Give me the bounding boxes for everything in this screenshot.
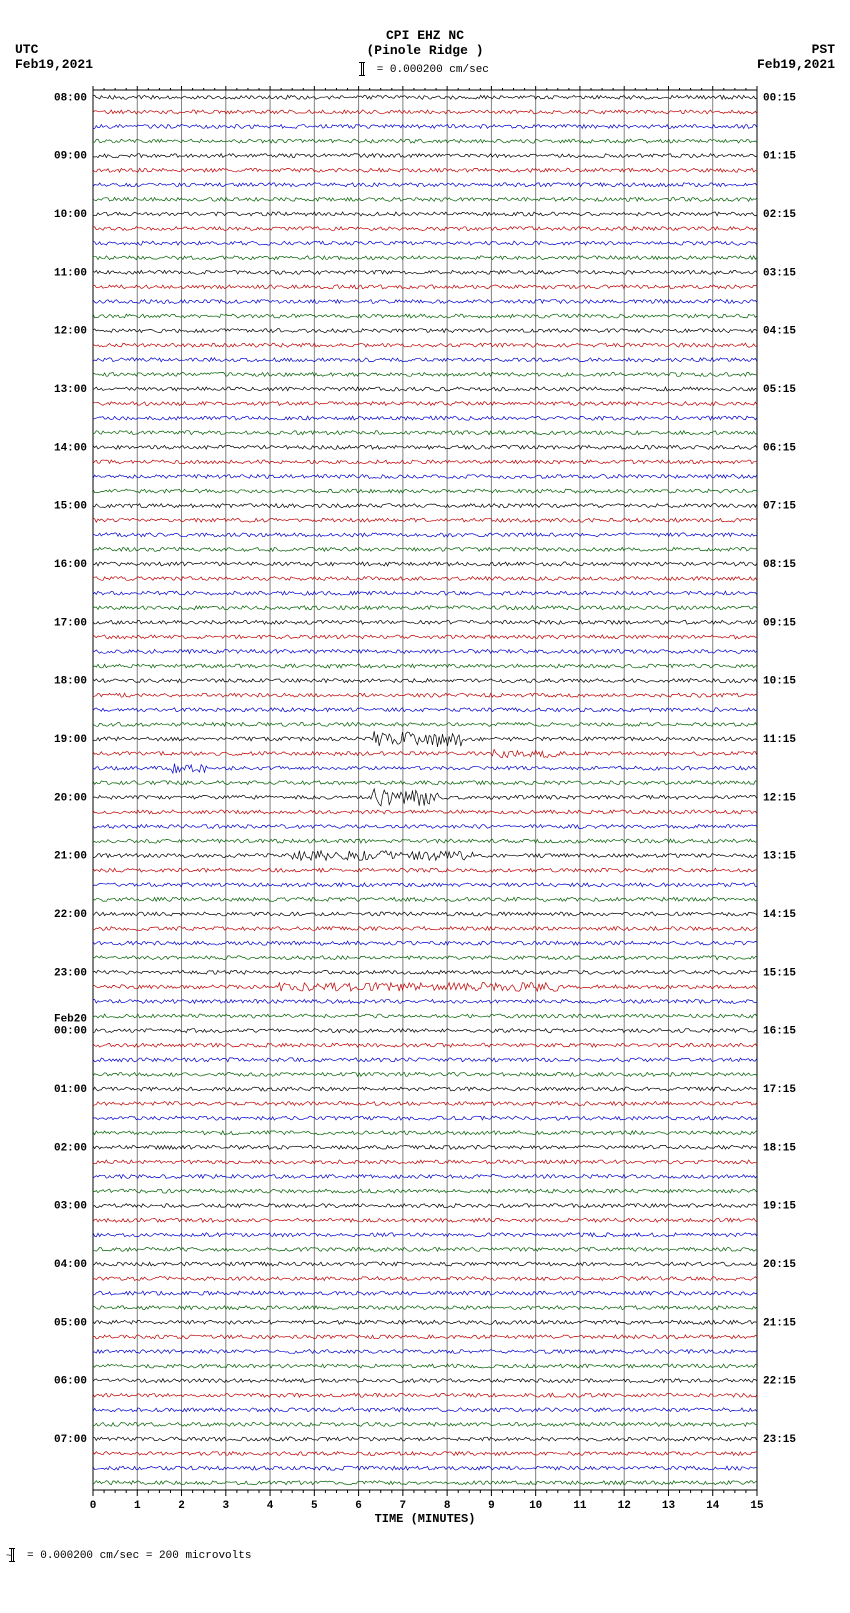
svg-text:11:00: 11:00 [54,267,87,279]
svg-text:21:00: 21:00 [54,851,87,863]
svg-text:0: 0 [90,1500,97,1512]
svg-text:06:00: 06:00 [54,1376,87,1388]
svg-text:13:15: 13:15 [763,851,796,863]
svg-text:4: 4 [267,1500,274,1512]
svg-text:00:00: 00:00 [54,1026,87,1038]
svg-text:22:15: 22:15 [763,1376,796,1388]
svg-text:TIME (MINUTES): TIME (MINUTES) [375,1512,476,1526]
svg-text:Feb20: Feb20 [54,1014,87,1026]
svg-text:22:00: 22:00 [54,909,87,921]
svg-text:14: 14 [706,1500,720,1512]
svg-text:02:00: 02:00 [54,1142,87,1154]
svg-text:7: 7 [400,1500,407,1512]
footer-scale-text: = 0.000200 cm/sec = 200 microvolts [27,1550,251,1562]
svg-text:13:00: 13:00 [54,384,87,396]
svg-text:15:15: 15:15 [763,967,796,979]
svg-text:06:15: 06:15 [763,442,796,454]
svg-text:10:15: 10:15 [763,676,796,688]
svg-text:23:15: 23:15 [763,1434,796,1446]
svg-text:07:00: 07:00 [54,1434,87,1446]
svg-text:19:00: 19:00 [54,734,87,746]
svg-text:12:15: 12:15 [763,792,796,804]
svg-text:05:15: 05:15 [763,384,796,396]
svg-text:04:15: 04:15 [763,326,796,338]
svg-text:16:00: 16:00 [54,559,87,571]
svg-text:09:15: 09:15 [763,617,796,629]
svg-text:08:00: 08:00 [54,92,87,104]
svg-text:03:00: 03:00 [54,1201,87,1213]
svg-text:17:15: 17:15 [763,1084,796,1096]
tz-left-label: UTC [15,42,93,57]
svg-text:00:15: 00:15 [763,92,796,104]
svg-text:03:15: 03:15 [763,267,796,279]
svg-text:20:00: 20:00 [54,792,87,804]
footer-scale: ~ = 0.000200 cm/sec = 200 microvolts [0,1530,850,1562]
scale-indicator: = 0.000200 cm/sec [0,58,850,80]
svg-text:2: 2 [178,1500,185,1512]
svg-text:13: 13 [662,1500,676,1512]
svg-text:15:00: 15:00 [54,501,87,513]
svg-text:1: 1 [134,1500,141,1512]
svg-text:23:00: 23:00 [54,967,87,979]
tz-right-block: PST Feb19,2021 [757,42,835,72]
location-subtitle: (Pinole Ridge ) [0,43,850,58]
svg-text:07:15: 07:15 [763,501,796,513]
seismogram-page: UTC Feb19,2021 PST Feb19,2021 CPI EHZ NC… [0,0,850,1613]
svg-text:15: 15 [750,1500,764,1512]
tz-left-date: Feb19,2021 [15,57,93,72]
svg-text:3: 3 [222,1500,229,1512]
svg-text:18:15: 18:15 [763,1142,796,1154]
svg-text:01:15: 01:15 [763,151,796,163]
helicorder-plot: 08:00 09:00 10:00 11:00 12:00 13:00 14:00 15:00… [45,80,805,1530]
svg-text:14:00: 14:00 [54,442,87,454]
svg-text:14:15: 14:15 [763,909,796,921]
scale-bar-icon [361,62,364,76]
svg-text:10:00: 10:00 [54,209,87,221]
svg-text:19:15: 19:15 [763,1201,796,1213]
svg-text:10: 10 [529,1500,542,1512]
svg-text:21:15: 21:15 [763,1317,796,1329]
tz-right-label: PST [757,42,835,57]
tz-right-date: Feb19,2021 [757,57,835,72]
svg-text:8: 8 [444,1500,451,1512]
svg-text:11: 11 [573,1500,587,1512]
scale-value: = 0.000200 cm/sec [377,64,489,76]
svg-text:16:15: 16:15 [763,1026,796,1038]
svg-text:02:15: 02:15 [763,209,796,221]
svg-text:17:00: 17:00 [54,617,87,629]
svg-text:11:15: 11:15 [763,734,796,746]
svg-text:08:15: 08:15 [763,559,796,571]
tz-left-block: UTC Feb19,2021 [15,42,93,72]
svg-text:18:00: 18:00 [54,676,87,688]
svg-text:9: 9 [488,1500,495,1512]
svg-text:12: 12 [618,1500,631,1512]
footer-scale-bar-icon [11,1548,14,1562]
svg-text:6: 6 [355,1500,362,1512]
svg-text:5: 5 [311,1500,318,1512]
svg-text:01:00: 01:00 [54,1084,87,1096]
station-title: CPI EHZ NC [0,0,850,43]
svg-text:04:00: 04:00 [54,1259,87,1271]
svg-text:05:00: 05:00 [54,1317,87,1329]
svg-text:12:00: 12:00 [54,326,87,338]
svg-text:09:00: 09:00 [54,151,87,163]
svg-text:20:15: 20:15 [763,1259,796,1271]
